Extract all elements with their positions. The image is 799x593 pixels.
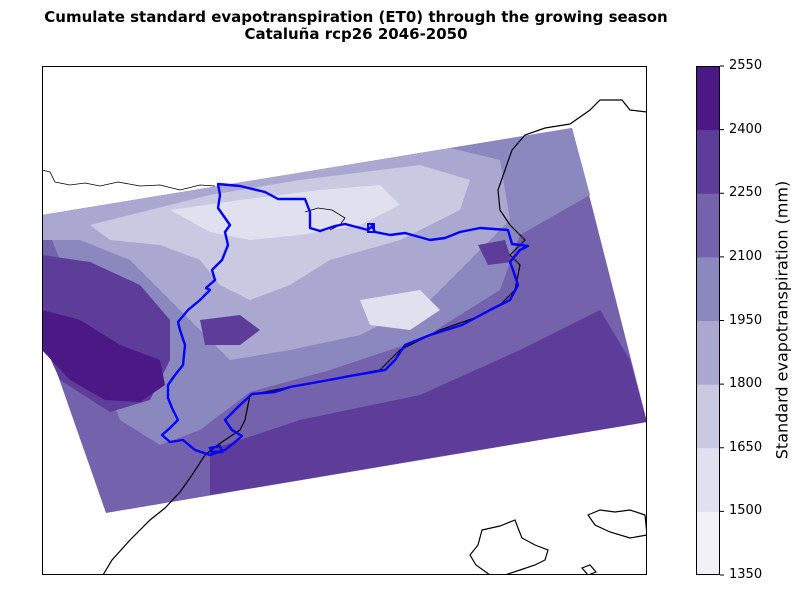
et0-field-contour (170, 185, 400, 240)
colorbar-tick-label: 2100 (729, 248, 763, 264)
colorbar-band (696, 511, 720, 576)
et0-field-contour (200, 315, 260, 345)
coastline (42, 169, 216, 191)
region-boundary-islet (208, 444, 224, 454)
chart-title: Cumulate standard evapotranspiration (ET… (44, 8, 668, 26)
colorbar-band (696, 66, 720, 131)
region-boundary-islet (367, 223, 375, 233)
island-outline (580, 564, 598, 575)
colorbar-frame (696, 66, 720, 575)
map-frame (42, 66, 647, 575)
et0-field-contour (42, 310, 165, 402)
colorbar-label: Standard evapotranspiration (mm) (772, 180, 792, 460)
colorbar-tick-label: 1350 (729, 567, 763, 582)
et0-field-contour (478, 240, 512, 265)
island-outline (587, 509, 647, 539)
colorbar-band (696, 193, 720, 258)
et0-field-contour (360, 290, 440, 330)
island-outline (469, 519, 549, 575)
colorbar-tick-label: 2400 (729, 121, 763, 137)
colorbar-band (696, 384, 720, 449)
colorbar-tick-label: 1950 (729, 312, 763, 328)
colorbar-tick-label: 1650 (729, 439, 763, 455)
colorbar-tick-label: 1500 (729, 503, 763, 519)
colorbar-tick-label: 2550 (729, 58, 763, 73)
colorbar-band (696, 320, 720, 385)
et0-field-contour (210, 310, 647, 495)
colorbar-tick-label: 1800 (729, 376, 763, 392)
colorbar-band (696, 447, 720, 512)
colorbar-band (696, 256, 720, 321)
chart-subtitle: Cataluña rcp26 2046-2050 (244, 25, 468, 43)
colorbar-tick-label: 2250 (729, 185, 763, 201)
colorbar-band (696, 129, 720, 194)
colorbar (696, 65, 724, 576)
